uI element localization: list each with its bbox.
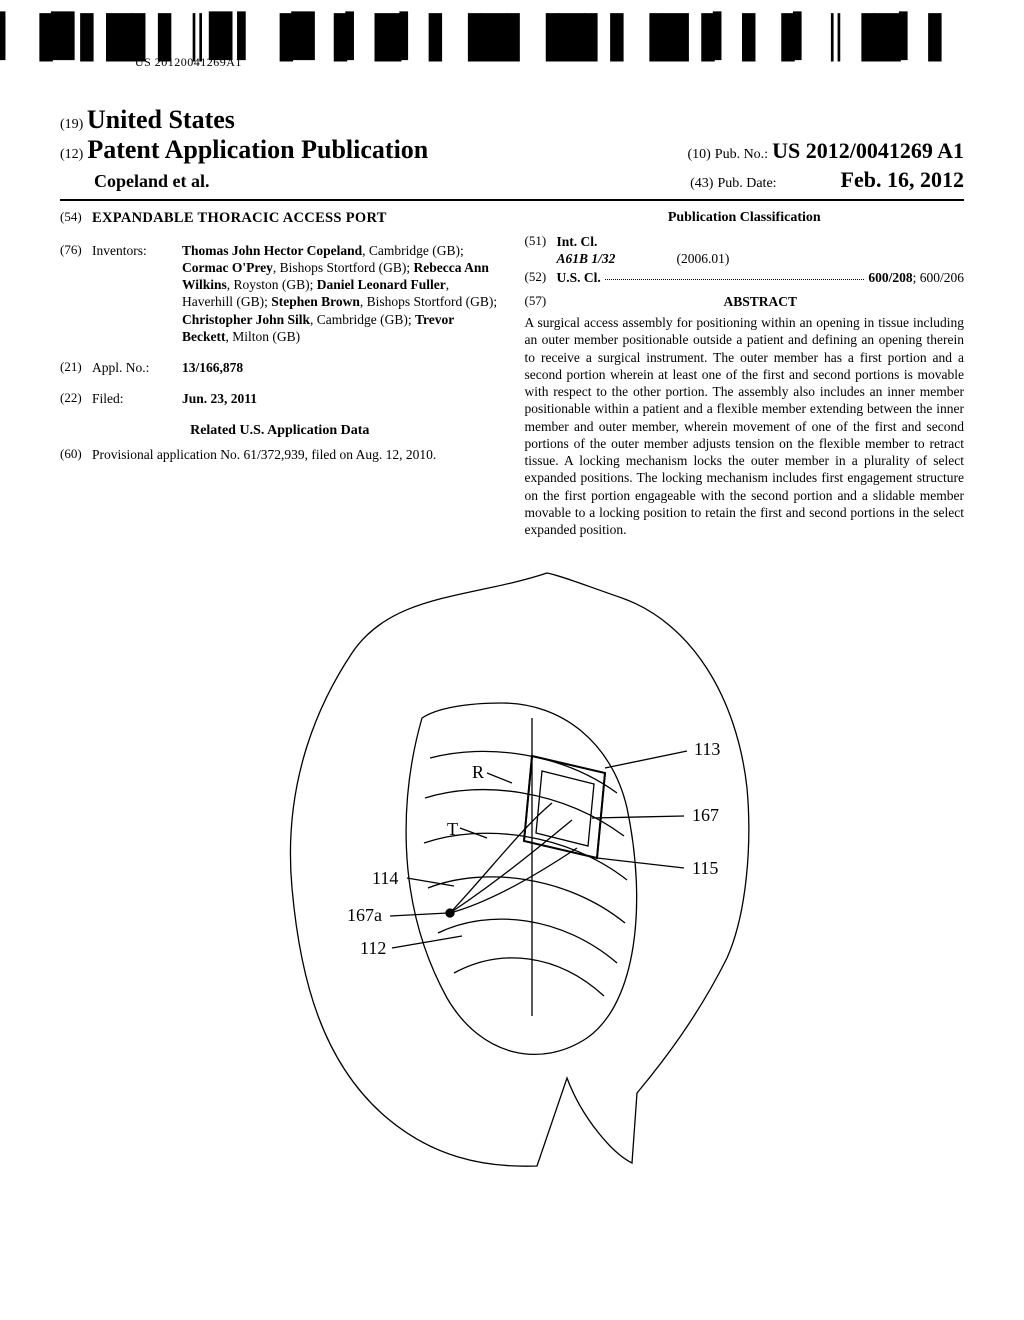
- pub-date-label: Pub. Date:: [717, 176, 776, 191]
- inventor-name: Daniel Leonard Fuller: [317, 277, 446, 292]
- abstract-heading-row: (57) ABSTRACT: [525, 293, 965, 310]
- right-column: Publication Classification (51) Int. Cl.…: [525, 209, 965, 538]
- fig-label-R: R: [472, 762, 484, 782]
- inventors-list: Thomas John Hector Copeland, Cambridge (…: [182, 242, 500, 346]
- inventor-name: Cormac O'Prey: [182, 260, 273, 275]
- code-21: (21): [60, 359, 92, 376]
- code-51: (51): [525, 233, 557, 268]
- pub-no-label: Pub. No.:: [715, 147, 768, 162]
- barcode-graphic: ▌║▎▌█║█▌║█▌║▌▌▐█▌█▐║▊▐▎▐▊▌█▌▌║▊▎▐▊▐▎█▎▌▐…: [0, 19, 954, 55]
- provisional-text: Provisional application No. 61/372,939, …: [92, 446, 500, 463]
- fig-label-T: T: [447, 819, 458, 839]
- uscl-label: U.S. Cl.: [557, 269, 601, 286]
- uscl-primary: 600/208: [868, 270, 912, 285]
- fig-label-167: 167: [692, 805, 719, 825]
- author-date-line: Copeland et al. (43) Pub. Date: Feb. 16,…: [60, 167, 964, 193]
- fig-label-115: 115: [692, 858, 718, 878]
- classification-heading: Publication Classification: [525, 209, 965, 227]
- inventor-name: Thomas John Hector Copeland: [182, 243, 362, 258]
- inventor-name: Stephen Brown: [271, 294, 360, 309]
- fig-label-114: 114: [372, 868, 398, 888]
- related-data-heading: Related U.S. Application Data: [60, 422, 500, 440]
- country-line: (19) United States: [60, 105, 964, 135]
- code-22: (22): [60, 390, 92, 407]
- code-76: (76): [60, 242, 92, 346]
- dot-leader: [605, 266, 865, 279]
- abstract-text: A surgical access assembly for positioni…: [525, 314, 965, 538]
- left-column: (54) EXPANDABLE THORACIC ACCESS PORT (76…: [60, 209, 500, 538]
- patent-figure: 113 167 115 114 167a 112 R T: [232, 558, 792, 1178]
- provisional-section: (60) Provisional application No. 61/372,…: [60, 446, 500, 463]
- appl-no-section: (21) Appl. No.: 13/166,878: [60, 359, 500, 376]
- code-57: (57): [525, 293, 557, 310]
- intcl-date: (2006.01): [677, 250, 730, 267]
- code-60: (60): [60, 446, 92, 463]
- rule-thick: [60, 199, 964, 201]
- abstract-label: ABSTRACT: [723, 294, 797, 309]
- header: (19) United States (12) Patent Applicati…: [60, 105, 964, 201]
- author-name: Copeland et al.: [94, 171, 210, 191]
- inventor-name: Christopher John Silk: [182, 312, 310, 327]
- invention-title: EXPANDABLE THORACIC ACCESS PORT: [92, 209, 387, 228]
- inventors-label: Inventors:: [92, 242, 182, 346]
- appl-no-label: Appl. No.:: [92, 359, 182, 376]
- title-section: (54) EXPANDABLE THORACIC ACCESS PORT: [60, 209, 500, 228]
- code-10: (10): [687, 147, 710, 162]
- code-12: (12): [60, 147, 83, 162]
- fig-label-167a: 167a: [347, 905, 382, 925]
- appl-no: 13/166,878: [182, 359, 243, 376]
- barcode-block: ▌║▎▌█║█▌║█▌║▌▌▐█▌█▐║▊▐▎▐▊▌█▌▌║▊▎▐▊▐▎█▎▌▐…: [0, 20, 954, 70]
- code-19: (19): [60, 117, 83, 132]
- figure-area: 113 167 115 114 167a 112 R T: [60, 558, 964, 1183]
- patent-page: ▌║▎▌█║█▌║█▌║▌▌▐█▌█▐║▊▐▎▐▊▌█▌▌║▊▎▐▊▐▎█▎▌▐…: [0, 0, 1024, 1320]
- country-name: United States: [87, 105, 235, 134]
- fig-label-112: 112: [360, 938, 386, 958]
- intcl-code: A61B 1/32: [557, 250, 677, 267]
- two-column-body: (54) EXPANDABLE THORACIC ACCESS PORT (76…: [60, 209, 964, 538]
- pub-no: US 2012/0041269 A1: [772, 138, 964, 163]
- code-54: (54): [60, 209, 92, 228]
- pub-date: Feb. 16, 2012: [841, 167, 964, 192]
- intcl-section: (51) Int. Cl. A61B 1/32 (2006.01): [525, 233, 965, 268]
- fig-label-113: 113: [694, 739, 720, 759]
- uscl-section: (52) U.S. Cl. 600/208; 600/206: [525, 269, 965, 286]
- filed-date: Jun. 23, 2011: [182, 390, 257, 407]
- intcl-label: Int. Cl.: [557, 234, 598, 249]
- inventors-section: (76) Inventors: Thomas John Hector Copel…: [60, 242, 500, 346]
- publication-line: (12) Patent Application Publication (10)…: [60, 135, 964, 165]
- filed-label: Filed:: [92, 390, 182, 407]
- uscl-secondary: ; 600/206: [913, 270, 964, 285]
- filed-section: (22) Filed: Jun. 23, 2011: [60, 390, 500, 407]
- code-43: (43): [690, 176, 713, 191]
- publication-type: Patent Application Publication: [87, 135, 428, 164]
- code-52: (52): [525, 269, 557, 286]
